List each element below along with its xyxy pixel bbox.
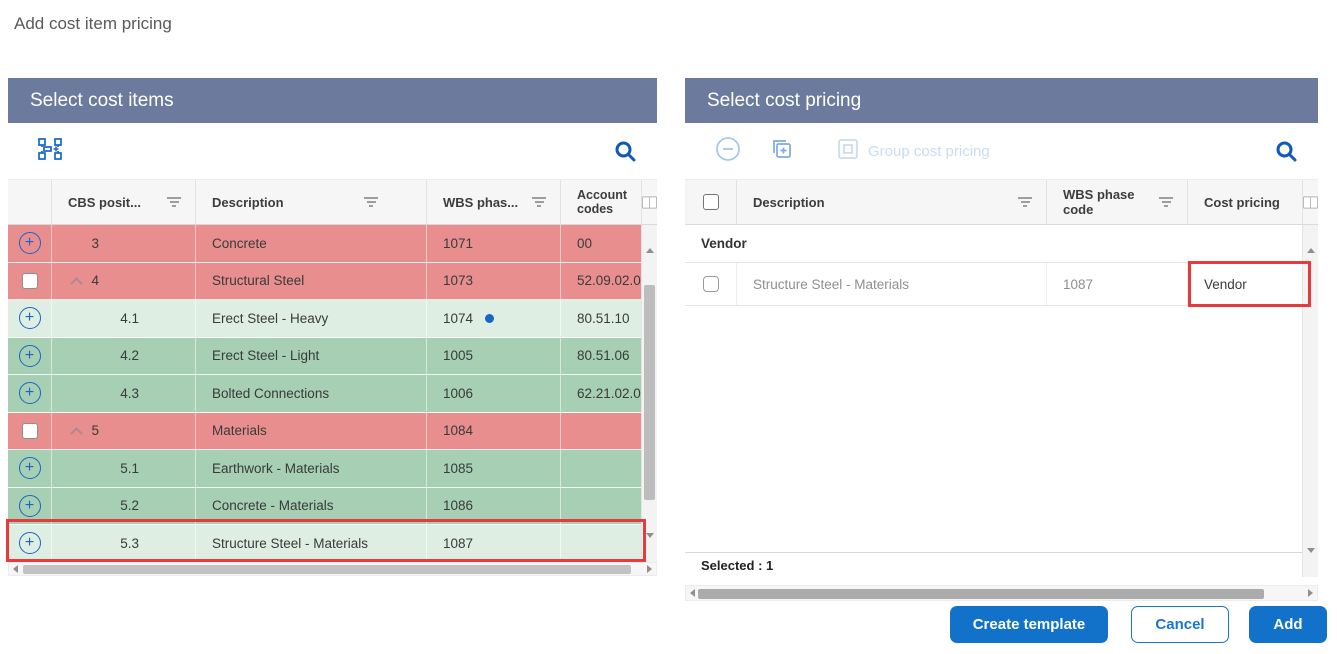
cancel-button[interactable]: Cancel: [1131, 606, 1229, 643]
right-toolbar: Group cost pricing: [685, 123, 1318, 180]
add-row-button[interactable]: +: [18, 494, 41, 517]
left-header-selector-column: [8, 180, 52, 224]
table-row[interactable]: + 5.2 Concrete - Materials 1086: [8, 487, 657, 525]
vertical-scrollbar[interactable]: [641, 225, 657, 562]
status-bar: Selected : 1: [685, 552, 1318, 577]
scroll-up-icon[interactable]: [1307, 231, 1315, 253]
right-header-cost-pricing: Cost pricing: [1204, 194, 1280, 210]
scroll-up-icon[interactable]: [646, 231, 654, 253]
group-icon: [837, 138, 859, 165]
filter-icon[interactable]: [532, 197, 546, 207]
left-table-header: CBS posit... Description WBS phas... Acc…: [8, 180, 657, 225]
scroll-left-icon[interactable]: [13, 565, 18, 573]
add-row-button[interactable]: +: [18, 344, 41, 367]
scroll-down-icon[interactable]: [1307, 548, 1315, 570]
horizontal-scrollbar[interactable]: [8, 562, 657, 576]
left-header-description: Description: [196, 180, 427, 224]
scroll-right-icon[interactable]: [1308, 589, 1313, 597]
add-button[interactable]: Add: [1249, 606, 1327, 643]
row-checkbox[interactable]: [702, 276, 719, 292]
table-row[interactable]: + 3 Concrete 1071 00: [8, 225, 657, 263]
left-header-cbs: CBS posit...: [52, 180, 196, 224]
left-toolbar: [8, 123, 657, 180]
table-row[interactable]: + 5.3 Structure Steel - Materials 1087: [8, 525, 657, 563]
row-checkbox[interactable]: [21, 422, 38, 439]
filter-icon[interactable]: [167, 197, 181, 207]
scroll-left-icon[interactable]: [690, 589, 695, 597]
column-chooser-icon[interactable]: [1302, 180, 1318, 224]
filter-icon[interactable]: [1159, 197, 1173, 207]
table-row[interactable]: + 5.1 Earthwork - Materials 1085: [8, 450, 657, 488]
left-header-wbs: WBS phas...: [427, 180, 561, 224]
left-panel-header: Select cost items: [8, 78, 657, 123]
right-header-select-all: [685, 180, 737, 224]
right-table-header: Description WBS phase code Cost pricing: [685, 180, 1318, 225]
scroll-right-icon[interactable]: [647, 565, 652, 573]
left-panel-title: Select cost items: [30, 89, 174, 111]
row-checkbox[interactable]: [21, 272, 38, 289]
table-row[interactable]: + 4.2 Erect Steel - Light 1005 80.51.06: [8, 337, 657, 375]
search-icon[interactable]: [613, 139, 637, 168]
group-cost-pricing-label: Group cost pricing: [868, 142, 990, 160]
add-row-button[interactable]: +: [18, 457, 41, 480]
vertical-scrollbar[interactable]: [1302, 225, 1318, 577]
hierarchy-add-icon[interactable]: [38, 137, 62, 165]
add-row-button[interactable]: +: [18, 307, 41, 330]
select-cost-pricing-panel: Select cost pricing Group cost pricing: [685, 78, 1318, 577]
right-panel-header: Select cost pricing: [685, 78, 1318, 123]
active-dot-icon: [485, 313, 495, 323]
column-chooser-icon[interactable]: [641, 180, 657, 224]
right-panel-title: Select cost pricing: [707, 89, 862, 111]
table-row[interactable]: + 4.3 Bolted Connections 1006 62.21.02.0…: [8, 375, 657, 413]
horizontal-scrollbar[interactable]: [685, 585, 1318, 601]
empty-table-area: [685, 306, 1318, 552]
scrollbar-thumb[interactable]: [644, 285, 655, 500]
remove-circle-icon[interactable]: [715, 136, 741, 167]
table-row[interactable]: 4 Structural Steel 1073 52.09.02.002.02: [8, 262, 657, 300]
scrollbar-thumb[interactable]: [23, 565, 631, 574]
right-header-description: Description: [737, 180, 1047, 224]
filter-icon[interactable]: [1018, 197, 1032, 207]
select-all-checkbox[interactable]: [702, 194, 719, 210]
scrollbar-thumb[interactable]: [698, 589, 1264, 599]
add-row-button[interactable]: +: [18, 532, 41, 555]
group-row-vendor[interactable]: Vendor: [685, 225, 1318, 263]
collapse-chevron-icon[interactable]: [70, 276, 83, 290]
right-header-wbs: WBS phase code: [1047, 180, 1188, 224]
collapse-chevron-icon[interactable]: [70, 426, 83, 440]
left-header-account: Account codes: [577, 188, 627, 216]
table-row[interactable]: Structure Steel - Materials 1087 Vendor: [685, 263, 1318, 306]
table-row[interactable]: + 4.1 Erect Steel - Heavy 1074 80.51.10: [8, 300, 657, 338]
copy-add-icon[interactable]: [769, 136, 795, 167]
page-title: Add cost item pricing: [14, 14, 172, 33]
table-row[interactable]: 5 Materials 1084: [8, 412, 657, 450]
filter-icon[interactable]: [364, 197, 378, 207]
add-row-button[interactable]: +: [18, 232, 41, 255]
create-template-button[interactable]: Create template: [950, 606, 1108, 643]
select-cost-items-panel: Select cost items CBS posit... Descripti…: [8, 78, 657, 576]
search-icon[interactable]: [1274, 139, 1298, 168]
group-cost-pricing-button[interactable]: Group cost pricing: [837, 138, 990, 165]
selected-count: Selected : 1: [701, 557, 774, 573]
add-row-button[interactable]: +: [18, 382, 41, 405]
scroll-down-icon[interactable]: [646, 533, 654, 555]
